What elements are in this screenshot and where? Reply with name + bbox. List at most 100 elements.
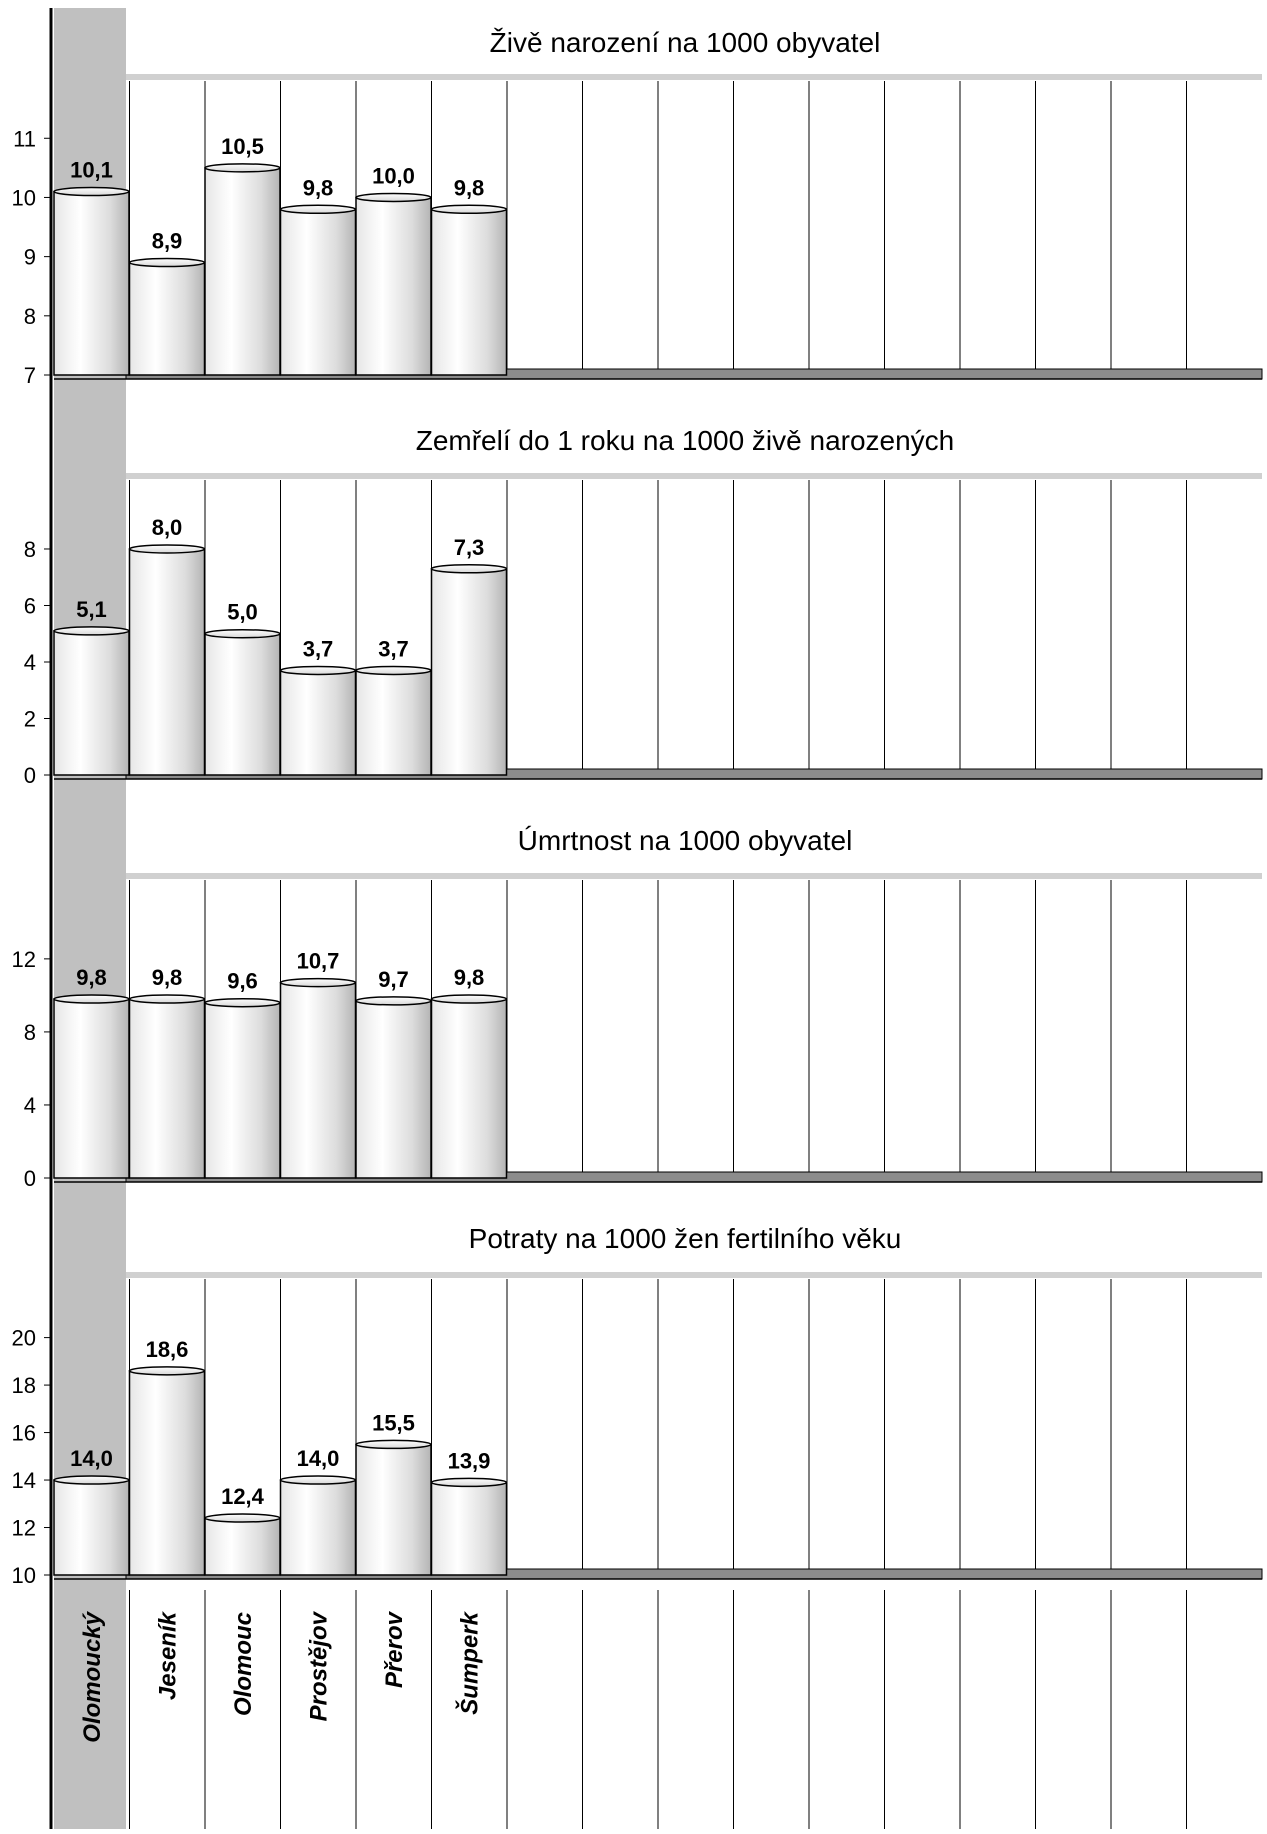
data-label: 9,8 [76, 965, 107, 990]
data-label: 10,1 [70, 158, 113, 183]
bar-body [279, 981, 357, 1179]
y-tick-label: 6 [24, 593, 36, 618]
bar-cap [204, 1513, 281, 1523]
bar: 10,0 [355, 163, 432, 376]
bar-body [128, 548, 206, 776]
panel-top-rule [126, 74, 1262, 80]
panel-top-rule [126, 473, 1262, 479]
y-tick-label: 9 [24, 245, 36, 270]
data-label: 12,4 [221, 1484, 265, 1509]
bar-body [430, 1481, 508, 1576]
bar-cap [279, 204, 357, 215]
data-label: 7,3 [454, 535, 485, 560]
bar-body [204, 1001, 281, 1179]
bar: 9,8 [430, 175, 508, 376]
chart-panel: Živě narození na 1000 obyvatel 7 8 9 10 11 10,… [12, 27, 1263, 388]
bar-cap [279, 665, 357, 676]
bar: 18,6 [128, 1337, 206, 1576]
y-tick-label: 7 [24, 363, 36, 388]
data-label: 8,9 [152, 229, 183, 254]
data-label: 9,8 [303, 175, 334, 200]
bar-body [355, 669, 432, 776]
bar-body [355, 1000, 432, 1179]
bar: 3,7 [279, 636, 357, 776]
bar-body [279, 669, 357, 776]
data-label: 5,1 [76, 597, 107, 622]
bar: 9,6 [204, 969, 281, 1179]
chart-title: Potraty na 1000 žen fertilního věku [469, 1223, 902, 1254]
bar-body [204, 1517, 281, 1576]
bar-cap [279, 977, 357, 988]
category-label: Olomoucký [79, 1610, 106, 1742]
bar-body [53, 190, 130, 376]
data-label: 5,0 [227, 600, 258, 625]
y-tick-label: 4 [24, 650, 36, 675]
bar: 3,7 [355, 636, 432, 776]
bar-cap [128, 994, 206, 1004]
bar-cap [430, 204, 508, 215]
chart-panel: Úmrtnost na 1000 obyvatel 0 4 8 12 9,8 9,8 9,6 1… [12, 825, 1263, 1191]
data-label: 9,6 [227, 969, 258, 994]
data-label: 13,9 [448, 1448, 491, 1473]
data-label: 9,7 [378, 967, 409, 992]
data-label: 15,5 [372, 1410, 415, 1435]
bar: 5,1 [53, 597, 130, 776]
bar-cap [430, 994, 508, 1004]
bar-body [279, 1479, 357, 1576]
y-tick-label: 8 [24, 304, 36, 329]
bar: 9,8 [53, 965, 130, 1179]
category-label: Přerov [381, 1610, 408, 1688]
bar-body [204, 167, 281, 376]
chart-title: Zemřelí do 1 roku na 1000 živě narozenýc… [416, 425, 955, 456]
y-tick-label: 20 [12, 1326, 36, 1351]
bar: 10,7 [279, 949, 357, 1179]
category-label: Prostějov [305, 1610, 332, 1721]
data-label: 3,7 [378, 636, 409, 661]
data-label: 8,0 [152, 515, 183, 540]
bar-cap [355, 1439, 432, 1450]
y-tick-label: 18 [12, 1373, 36, 1398]
bar-body [128, 1370, 206, 1576]
bar-body [53, 1479, 130, 1576]
data-label: 9,8 [454, 175, 485, 200]
y-tick-label: 11 [13, 126, 36, 151]
bar-body [204, 632, 281, 776]
y-tick-label: 12 [12, 1516, 36, 1541]
bar-cap [279, 1475, 357, 1485]
bar: 5,0 [204, 600, 281, 776]
bar-cap [128, 544, 206, 554]
data-label: 10,7 [297, 949, 340, 974]
y-tick-label: 0 [24, 763, 36, 788]
data-label: 14,0 [70, 1446, 113, 1471]
bar-cap [53, 626, 130, 636]
bar-body [430, 568, 508, 776]
bar-body [53, 998, 130, 1179]
y-tick-label: 14 [12, 1468, 36, 1493]
bar: 8,9 [128, 229, 206, 376]
bar: 9,8 [279, 175, 357, 376]
bar: 7,3 [430, 535, 508, 776]
bar-cap [430, 1477, 508, 1488]
bar: 12,4 [204, 1484, 281, 1576]
bar: 10,5 [204, 134, 281, 376]
bar-cap [53, 1475, 130, 1485]
data-label: 14,0 [297, 1446, 340, 1471]
bar: 8,0 [128, 515, 206, 776]
bar-cap [204, 997, 281, 1008]
bar-cap [204, 163, 281, 173]
panel-top-rule [126, 873, 1262, 879]
y-tick-label: 0 [24, 1166, 36, 1191]
data-label: 9,8 [454, 965, 485, 990]
y-tick-label: 12 [12, 947, 36, 972]
bar-body [355, 1443, 432, 1576]
bar-cap [128, 257, 206, 268]
y-tick-label: 10 [12, 185, 36, 210]
data-label: 10,5 [221, 134, 264, 159]
chart-title: Úmrtnost na 1000 obyvatel [518, 825, 853, 856]
bar-cap [204, 628, 281, 639]
y-tick-label: 16 [12, 1421, 36, 1446]
bar-body [430, 208, 508, 376]
y-tick-label: 4 [24, 1093, 36, 1118]
